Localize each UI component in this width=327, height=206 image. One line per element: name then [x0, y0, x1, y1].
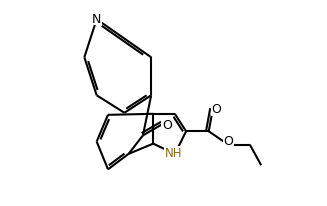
Text: N: N [92, 13, 101, 26]
Text: O: O [162, 118, 172, 131]
Text: O: O [223, 135, 233, 148]
Text: O: O [212, 103, 221, 116]
Text: NH: NH [165, 147, 182, 160]
